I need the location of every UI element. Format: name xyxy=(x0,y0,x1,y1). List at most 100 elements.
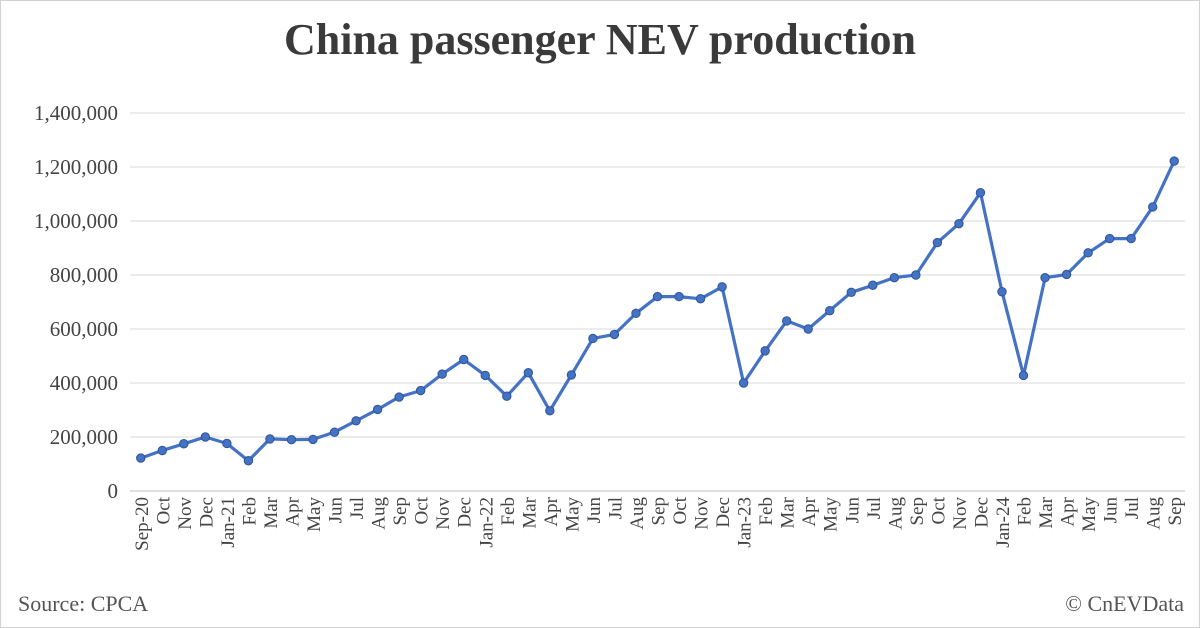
data-point xyxy=(265,434,275,444)
data-point xyxy=(394,392,404,402)
x-tick-label: Jan-23 xyxy=(735,497,756,548)
x-tick-label: May xyxy=(304,497,325,532)
data-point xyxy=(781,316,792,326)
data-point xyxy=(695,294,706,304)
x-tick-label: Jul xyxy=(864,497,885,519)
data-point xyxy=(566,370,577,380)
data-point xyxy=(825,305,835,316)
data-point xyxy=(738,378,749,388)
chart-title: China passenger NEV production xyxy=(283,15,917,64)
data-point xyxy=(545,406,555,416)
data-point xyxy=(179,439,189,449)
data-point xyxy=(329,427,340,437)
data-point xyxy=(222,438,232,449)
x-tick-label: Sep xyxy=(390,497,411,526)
data-point xyxy=(1040,273,1050,283)
x-tick-label: Jul xyxy=(605,497,626,519)
x-tick-label: Jul xyxy=(1122,497,1143,519)
data-point xyxy=(868,280,878,290)
data-point xyxy=(803,324,813,334)
x-tick-label: Feb xyxy=(498,497,519,526)
data-point xyxy=(459,354,469,365)
x-tick-label: Feb xyxy=(1015,497,1036,526)
x-tick-label: Nov xyxy=(692,497,713,530)
x-tick-label: Apr xyxy=(282,496,303,526)
x-tick-label: Feb xyxy=(756,497,777,526)
x-tick-label: Dec xyxy=(713,497,734,528)
y-tick-label: 200,000 xyxy=(50,425,118,449)
data-point xyxy=(372,404,383,415)
x-tick-label: Nov xyxy=(433,497,454,530)
x-tick-label: May xyxy=(821,497,842,532)
x-tick-label: Aug xyxy=(627,497,648,530)
x-tick-label: Jun xyxy=(584,497,605,524)
x-tick-label: Mar xyxy=(519,496,540,528)
y-tick-label: 0 xyxy=(108,479,119,503)
y-tick-label: 1,200,000 xyxy=(34,155,118,179)
data-point xyxy=(954,219,964,229)
x-tick-label: Oct xyxy=(928,496,949,524)
data-point xyxy=(1061,269,1072,280)
data-point xyxy=(308,434,318,445)
x-tick-label: Apr xyxy=(799,496,820,526)
x-tick-label: Oct xyxy=(670,496,691,524)
x-tick-label: Jun xyxy=(326,497,347,524)
x-tick-label: Dec xyxy=(196,497,217,528)
x-tick-label: Jan-21 xyxy=(218,497,239,548)
data-point xyxy=(136,453,146,463)
x-tick-label: Aug xyxy=(1144,497,1165,530)
data-point xyxy=(1148,202,1158,212)
data-point xyxy=(523,368,534,378)
x-tick-label: May xyxy=(562,497,583,532)
data-point xyxy=(932,237,943,248)
x-tick-label: Mar xyxy=(1036,496,1057,528)
x-tick-label: Jan-24 xyxy=(993,497,1014,548)
x-tick-label: Jun xyxy=(1101,497,1122,524)
data-point xyxy=(1083,248,1093,258)
data-point xyxy=(674,291,684,302)
x-tick-label: Aug xyxy=(885,497,906,530)
x-tick-label: Sep-20 xyxy=(132,497,153,551)
data-point xyxy=(243,456,254,466)
data-point xyxy=(717,282,727,292)
x-tick-label: Feb xyxy=(239,497,260,526)
y-tick-label: 400,000 xyxy=(50,371,118,395)
x-tick-label: Oct xyxy=(153,496,174,524)
data-point xyxy=(588,333,598,344)
series-layer xyxy=(136,156,1179,466)
x-tick-label: Mar xyxy=(778,496,799,528)
data-point xyxy=(1018,370,1029,381)
x-tick-label: May xyxy=(1079,497,1100,532)
data-point xyxy=(502,391,512,401)
source-note: Source: CPCA xyxy=(18,591,149,616)
y-tick-label: 600,000 xyxy=(50,317,118,341)
y-tick-label: 1,000,000 xyxy=(34,209,118,233)
x-tick-label: Oct xyxy=(412,496,433,524)
x-tick-label: Sep xyxy=(907,497,928,526)
y-tick-label: 800,000 xyxy=(50,263,118,287)
x-tick-label: Mar xyxy=(261,496,282,528)
data-point xyxy=(200,432,211,442)
data-point xyxy=(437,369,447,379)
data-point xyxy=(846,287,856,297)
data-point xyxy=(889,273,900,283)
x-tick-label: Jan-22 xyxy=(476,497,497,548)
data-point xyxy=(760,346,770,356)
data-point xyxy=(997,287,1007,297)
data-point xyxy=(1169,156,1179,166)
data-point xyxy=(157,445,167,456)
data-point xyxy=(1104,233,1115,244)
x-tick-label: Aug xyxy=(369,497,390,530)
data-point xyxy=(609,329,620,340)
data-point xyxy=(911,270,921,280)
data-point xyxy=(631,308,641,319)
data-point xyxy=(480,370,490,381)
y-tick-label: 1,400,000 xyxy=(34,101,118,125)
series-line xyxy=(140,160,1176,463)
x-tick-label: Sep xyxy=(1165,497,1186,526)
x-tick-label: Apr xyxy=(541,496,562,526)
copyright-note: © CnEVData xyxy=(1065,591,1184,616)
data-point xyxy=(975,187,986,198)
data-point xyxy=(286,435,297,445)
